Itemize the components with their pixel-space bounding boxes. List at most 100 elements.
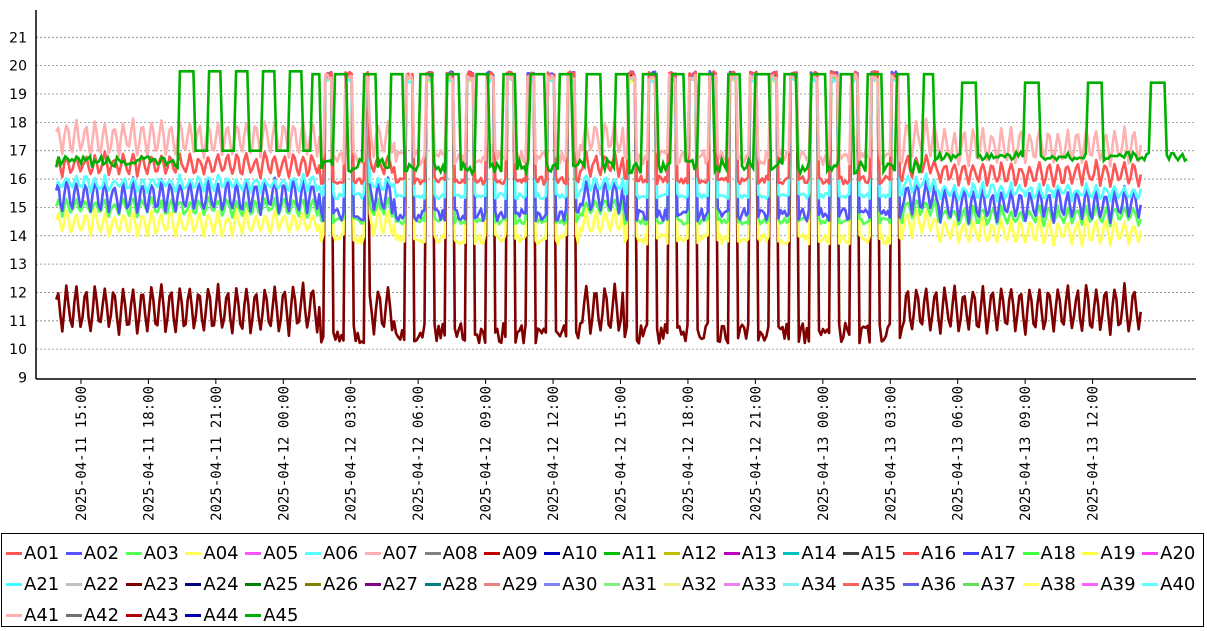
legend-label: A04 — [203, 543, 239, 564]
legend-item-a22: A22 — [65, 574, 126, 595]
x-tick-label: 2025-04-13 12:00 — [1086, 386, 1102, 521]
legend-swatch — [245, 614, 262, 617]
legend-item-a43: A43 — [125, 605, 186, 626]
legend-swatch — [723, 583, 740, 586]
series-line-a01 — [55, 70, 1142, 189]
x-tick-label: 2025-04-13 09:00 — [1018, 386, 1034, 521]
legend-item-a14: A14 — [783, 543, 843, 564]
legend-row: A01 A02 A03 A04 A05 A06 A07 A08 A09 A10 A11 A12 A13 A… — [6, 538, 1203, 569]
legend-item-a09: A09 — [484, 543, 544, 564]
legend-label: A21 — [24, 574, 60, 595]
legend-label: A26 — [322, 574, 359, 595]
legend-swatch — [185, 614, 202, 617]
y-tick-label: 19 — [9, 87, 27, 103]
legend-swatch — [125, 552, 142, 555]
legend-label: A44 — [203, 605, 239, 626]
legend-item-a01: A01 — [6, 543, 66, 564]
legend-swatch — [962, 583, 979, 586]
legend-label: A42 — [83, 605, 120, 626]
legend-swatch — [603, 552, 620, 555]
legend-label: A19 — [1100, 543, 1136, 564]
legend-label: A36 — [920, 574, 957, 595]
legend-item-a06: A06 — [304, 543, 365, 564]
legend-item-a32: A32 — [663, 574, 724, 595]
legend-item-a28: A28 — [424, 574, 485, 595]
legend-swatch — [1142, 552, 1159, 555]
legend-swatch — [783, 583, 800, 586]
legend-label: A35 — [861, 574, 897, 595]
y-tick-label: 20 — [9, 59, 27, 75]
legend-swatch — [424, 583, 441, 586]
legend-label: A06 — [322, 543, 359, 564]
legend-item-a17: A17 — [962, 543, 1023, 564]
y-tick-label: 16 — [9, 172, 27, 188]
legend-item-a39: A39 — [1082, 574, 1142, 595]
legend-swatch — [484, 552, 501, 555]
legend-swatch — [6, 583, 22, 586]
legend-label: A23 — [143, 574, 179, 595]
legend-item-a16: A16 — [902, 543, 963, 564]
legend-item-a20: A20 — [1142, 543, 1202, 564]
y-tick-label: 14 — [9, 229, 27, 245]
legend-swatch — [1142, 583, 1159, 586]
legend-item-a12: A12 — [663, 543, 724, 564]
legend-swatch — [902, 552, 919, 555]
legend-label: A05 — [263, 543, 299, 564]
series-line-a23 — [54, 72, 1142, 345]
legend-item-a03: A03 — [125, 543, 186, 564]
legend-label: A13 — [741, 543, 777, 564]
legend-swatch — [603, 583, 620, 586]
legend-label: A16 — [920, 543, 957, 564]
x-tick-label: 2025-04-12 21:00 — [748, 386, 764, 521]
legend-swatch — [185, 552, 202, 555]
legend-swatch — [245, 552, 262, 555]
legend-label: A09 — [502, 543, 538, 564]
y-tick-label: 18 — [9, 115, 27, 131]
legend-swatch — [364, 552, 381, 555]
x-tick-label: 2025-04-12 15:00 — [613, 386, 629, 521]
x-tick-label: 2025-04-12 18:00 — [681, 386, 697, 521]
legend-label: A03 — [143, 543, 179, 564]
legend-label: A02 — [83, 543, 120, 564]
legend-swatch — [1022, 552, 1039, 555]
y-tick-label: 21 — [9, 30, 27, 46]
x-tick-label: 2025-04-12 03:00 — [344, 386, 360, 521]
legend-swatch — [424, 552, 441, 555]
x-tick-label: 2025-04-13 06:00 — [951, 386, 967, 521]
legend-item-a11: A11 — [603, 543, 664, 564]
legend-swatch — [1082, 552, 1099, 555]
legend-item-a24: A24 — [185, 574, 245, 595]
legend-label: A10 — [562, 543, 598, 564]
legend-label: A39 — [1100, 574, 1136, 595]
x-tick-label: 2025-04-12 00:00 — [276, 386, 292, 521]
y-tick-label: 10 — [9, 342, 27, 358]
legend-item-a36: A36 — [902, 574, 963, 595]
legend-label: A11 — [621, 543, 658, 564]
legend-label: A24 — [203, 574, 239, 595]
series-line-a06 — [55, 75, 1142, 203]
axes — [35, 10, 1196, 384]
legend-swatch — [544, 552, 561, 555]
legend-label: A41 — [24, 605, 60, 626]
legend-label: A20 — [1160, 543, 1196, 564]
series-lines — [54, 70, 1188, 345]
legend-item-a21: A21 — [6, 574, 66, 595]
legend-swatch — [843, 552, 860, 555]
legend-swatch — [663, 583, 680, 586]
legend-swatch — [723, 552, 740, 555]
legend-swatch — [962, 552, 979, 555]
series-line-a04 — [54, 75, 1142, 248]
legend-item-a45: A45 — [245, 605, 305, 626]
x-tick-label: 2025-04-12 09:00 — [479, 386, 495, 521]
legend: A01 A02 A03 A04 A05 A06 A07 A08 A09 A10 A11 A12 A13 A… — [1, 533, 1204, 627]
legend-item-a34: A34 — [783, 574, 843, 595]
legend-label: A25 — [263, 574, 299, 595]
legend-swatch — [663, 552, 680, 555]
legend-item-a33: A33 — [723, 574, 784, 595]
legend-swatch — [65, 583, 82, 586]
legend-item-a13: A13 — [723, 543, 784, 564]
legend-label: A15 — [861, 543, 897, 564]
legend-label: A37 — [980, 574, 1016, 595]
legend-swatch — [484, 583, 501, 586]
x-tick-labels: 2025-04-11 15:00 2025-04-11 18:00 2025-04-… — [74, 386, 1102, 521]
